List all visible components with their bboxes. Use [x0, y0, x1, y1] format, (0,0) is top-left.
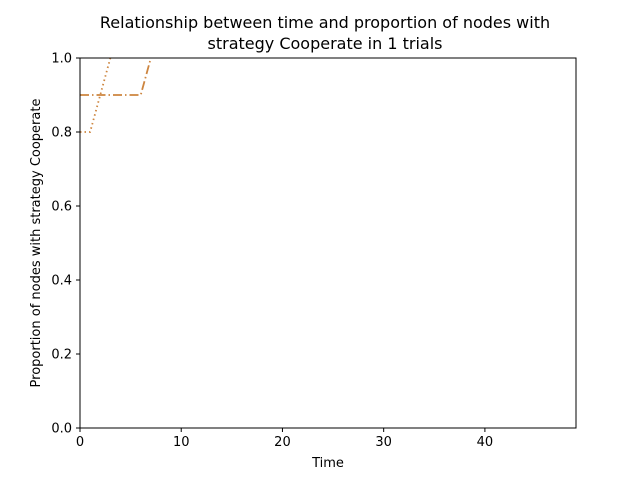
axes: 0 10 20 30 40 0.0 0.2 0.4 0.6 0.8 1.0	[51, 52, 493, 451]
series-line-1	[80, 58, 112, 133]
y-axis-label: Proportion of nodes with strategy Cooper…	[29, 99, 44, 388]
y-tick-label: 0.2	[51, 348, 72, 363]
y-tick-label: 0.6	[51, 200, 72, 215]
x-axis-label: Time	[311, 456, 344, 471]
x-tick-label: 0	[76, 435, 84, 450]
x-tick-label: 20	[274, 435, 291, 450]
y-tick-label: 0.4	[51, 274, 72, 289]
y-tick-label: 1.0	[51, 52, 72, 67]
x-tick-label: 40	[477, 435, 494, 450]
x-tick-label: 10	[173, 435, 190, 450]
chart-title-line-2: strategy Cooperate in 1 trials	[208, 34, 443, 53]
plot-frame	[79, 57, 577, 429]
chart-title-line-1: Relationship between time and proportion…	[100, 13, 550, 32]
x-tick-label: 30	[375, 435, 392, 450]
series-line-2	[80, 58, 152, 96]
plot-area	[80, 58, 152, 133]
y-tick-label: 0.0	[51, 422, 72, 437]
y-tick-label: 0.8	[51, 126, 72, 141]
